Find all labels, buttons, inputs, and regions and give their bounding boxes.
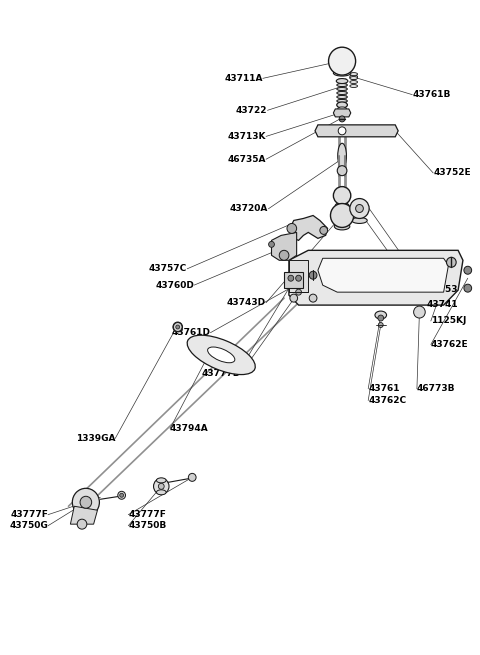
Circle shape — [464, 267, 472, 274]
Circle shape — [350, 198, 369, 219]
Text: 43753: 43753 — [426, 285, 458, 294]
Ellipse shape — [337, 96, 348, 98]
Circle shape — [337, 166, 347, 176]
Circle shape — [378, 322, 383, 328]
Text: 43757C: 43757C — [149, 265, 187, 273]
Circle shape — [279, 250, 289, 260]
Text: 43761B: 43761B — [412, 90, 451, 99]
Text: 43750B: 43750B — [128, 521, 167, 531]
Circle shape — [188, 474, 196, 481]
Text: 43741: 43741 — [426, 300, 458, 309]
Circle shape — [309, 271, 317, 279]
Circle shape — [464, 284, 472, 292]
Ellipse shape — [375, 311, 386, 319]
Circle shape — [334, 187, 351, 204]
Polygon shape — [289, 260, 308, 292]
Ellipse shape — [338, 143, 347, 168]
Text: 43777B: 43777B — [202, 369, 240, 379]
Circle shape — [176, 325, 180, 329]
Ellipse shape — [350, 77, 358, 79]
Polygon shape — [315, 125, 398, 137]
Polygon shape — [289, 215, 327, 240]
Circle shape — [328, 47, 356, 75]
Ellipse shape — [337, 84, 348, 86]
Circle shape — [339, 116, 345, 122]
Circle shape — [320, 227, 327, 234]
Ellipse shape — [337, 102, 348, 108]
Circle shape — [72, 489, 99, 516]
Text: 43761D: 43761D — [171, 328, 210, 337]
Text: 46773B: 46773B — [417, 384, 456, 393]
Text: 43711A: 43711A — [224, 74, 263, 83]
Text: 43760D: 43760D — [155, 280, 194, 290]
Polygon shape — [284, 272, 303, 288]
Text: 43720A: 43720A — [230, 204, 268, 214]
Ellipse shape — [350, 81, 358, 84]
Text: 1339GA: 1339GA — [76, 434, 115, 443]
Circle shape — [290, 294, 298, 302]
Ellipse shape — [336, 202, 349, 208]
Circle shape — [120, 493, 123, 497]
Text: 43777F: 43777F — [10, 510, 48, 519]
Circle shape — [287, 223, 297, 233]
Circle shape — [378, 315, 384, 321]
Circle shape — [356, 204, 363, 212]
Polygon shape — [272, 233, 297, 260]
Text: 43752E: 43752E — [433, 168, 471, 178]
Ellipse shape — [337, 92, 348, 94]
Ellipse shape — [337, 100, 348, 102]
Text: 43794A: 43794A — [170, 424, 209, 433]
Text: 46735A: 46735A — [228, 155, 266, 164]
Ellipse shape — [335, 223, 350, 230]
Circle shape — [338, 127, 346, 135]
Circle shape — [173, 322, 182, 332]
Polygon shape — [334, 109, 351, 117]
Polygon shape — [71, 506, 97, 524]
Ellipse shape — [338, 107, 347, 111]
Ellipse shape — [350, 73, 358, 75]
Ellipse shape — [156, 490, 166, 495]
Circle shape — [288, 275, 294, 281]
Text: 43731A: 43731A — [208, 355, 246, 364]
Ellipse shape — [187, 335, 255, 375]
Circle shape — [309, 294, 317, 302]
Text: 43743D: 43743D — [227, 298, 266, 307]
Text: 1125KJ: 1125KJ — [431, 316, 466, 326]
Text: 43761: 43761 — [368, 384, 400, 393]
Circle shape — [77, 519, 87, 529]
Polygon shape — [289, 250, 463, 305]
Text: 43762C: 43762C — [368, 396, 406, 405]
Ellipse shape — [352, 217, 367, 223]
Text: 43713K: 43713K — [228, 132, 266, 141]
Circle shape — [154, 478, 169, 495]
Circle shape — [446, 257, 456, 267]
Text: 43750G: 43750G — [9, 521, 48, 531]
Circle shape — [158, 483, 164, 489]
Ellipse shape — [337, 88, 348, 90]
Ellipse shape — [156, 478, 166, 483]
Ellipse shape — [208, 347, 235, 363]
Circle shape — [330, 204, 354, 227]
Circle shape — [80, 496, 92, 508]
Circle shape — [414, 306, 425, 318]
Ellipse shape — [336, 79, 348, 84]
Text: 43762E: 43762E — [431, 340, 468, 349]
Circle shape — [269, 241, 275, 248]
Text: 43722: 43722 — [236, 106, 267, 115]
Ellipse shape — [350, 75, 358, 79]
Circle shape — [296, 289, 301, 295]
Text: 43777F: 43777F — [128, 510, 166, 519]
Circle shape — [118, 491, 125, 499]
Polygon shape — [318, 258, 448, 292]
Ellipse shape — [334, 70, 351, 76]
Ellipse shape — [350, 84, 358, 88]
Circle shape — [296, 275, 301, 281]
